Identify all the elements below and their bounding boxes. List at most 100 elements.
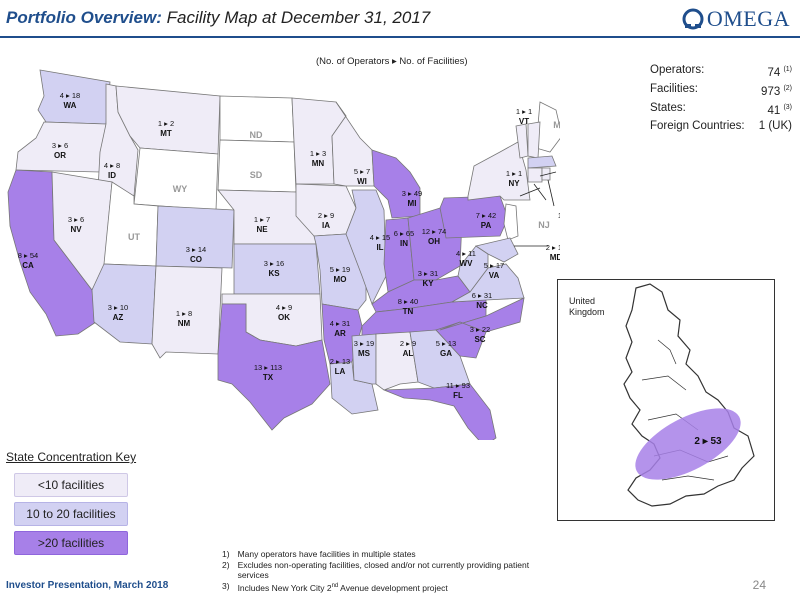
map-note: (No. of Operators ▸ No. of Facilities) xyxy=(316,56,468,67)
stat-label: Facilities: xyxy=(650,82,698,95)
leader-line xyxy=(519,187,541,197)
state-counts-vt: 1 ▸ 1 xyxy=(516,107,532,116)
state-abbr-sd: SD xyxy=(250,170,263,180)
state-abbr-nm: NM xyxy=(178,319,191,328)
portfolio-stats: Operators: 74 (1) Facilities: 973 (2) St… xyxy=(650,62,792,134)
leader-line xyxy=(539,171,557,177)
state-nj xyxy=(503,203,519,241)
state-abbr-sc: SC xyxy=(474,335,485,344)
state-ms xyxy=(351,333,377,385)
state-counts-mo: 5 ▸ 19 xyxy=(330,265,350,274)
stat-label: States: xyxy=(650,101,686,114)
state-abbr-ar: AR xyxy=(334,329,346,338)
footnote-3: 3) Includes New York City 2nd Avenue dev… xyxy=(222,580,448,593)
state-abbr-ut: UT xyxy=(128,232,140,242)
footer-label: Investor Presentation, March 2018 xyxy=(6,580,169,591)
state-pa xyxy=(439,195,509,239)
footnote-2: 2) Excludes non-operating facilities, clo… xyxy=(222,559,530,581)
state-abbr-wv: WV xyxy=(460,259,474,268)
key-low: <10 facilities xyxy=(14,473,128,497)
page-number: 24 xyxy=(752,578,766,592)
state-abbr-il: IL xyxy=(376,243,383,252)
leader-line xyxy=(547,179,555,207)
leader-line xyxy=(533,183,547,201)
state-co xyxy=(155,205,235,269)
state-counts-wa: 4 ▸ 18 xyxy=(60,91,80,100)
key-high: >20 facilities xyxy=(14,531,128,555)
state-abbr-fl: FL xyxy=(453,391,463,400)
state-abbr-nc: NC xyxy=(476,301,488,310)
state-la xyxy=(329,361,379,415)
state-abbr-co: CO xyxy=(190,255,202,264)
state-counts-id: 4 ▸ 8 xyxy=(104,161,120,170)
state-counts-la: 2 ▸ 13 xyxy=(330,357,350,366)
state-abbr-tx: TX xyxy=(263,373,274,382)
state-counts-co: 3 ▸ 14 xyxy=(186,245,206,254)
state-abbr-or: OR xyxy=(54,151,66,160)
omega-logo: OMEGA xyxy=(682,6,790,32)
state-abbr-mi: MI xyxy=(408,199,417,208)
state-counts-fl: 11 ▸ 93 xyxy=(446,381,470,390)
key-mid: 10 to 20 facilities xyxy=(14,502,128,526)
stat-row-operators: Operators: 74 (1) xyxy=(650,62,792,81)
state-abbr-ny: NY xyxy=(508,179,520,188)
state-abbr-ia: IA xyxy=(322,221,330,230)
stat-value: 74 xyxy=(767,66,781,79)
state-sd xyxy=(217,139,297,193)
uk-inset: United Kingdom 2 ▸ 53 xyxy=(557,279,775,521)
stat-row-facilities: Facilities: 973 (2) xyxy=(650,81,792,100)
state-abbr-me: ME xyxy=(553,120,560,130)
state-counts-al: 2 ▸ 9 xyxy=(400,339,416,348)
state-abbr-al: AL xyxy=(403,349,414,358)
state-abbr-az: AZ xyxy=(113,313,124,322)
state-counts-pa: 7 ▸ 42 xyxy=(476,211,496,220)
state-ny xyxy=(467,141,531,201)
state-abbr-ks: KS xyxy=(268,269,280,278)
uk-concentration xyxy=(635,408,741,480)
state-abbr-nd: ND xyxy=(250,130,263,140)
state-abbr-oh: OH xyxy=(428,237,440,246)
state-counts-mn: 1 ▸ 3 xyxy=(310,149,326,158)
state-counts-il: 4 ▸ 15 xyxy=(370,233,390,242)
header-rule xyxy=(0,36,800,38)
state-abbr-la: LA xyxy=(335,367,346,376)
state-counts-ca: 8 ▸ 54 xyxy=(18,251,38,260)
footnotes: 1) Many operators have facilities in mult… xyxy=(222,549,542,593)
state-abbr-id: ID xyxy=(108,171,116,180)
state-abbr-ca: CA xyxy=(22,261,34,270)
state-abbr-wi: WI xyxy=(357,177,367,186)
state-counts-tn: 8 ▸ 40 xyxy=(398,297,418,306)
state-abbr-in: IN xyxy=(400,239,408,248)
page-title: Portfolio Overview: Facility Map at Dece… xyxy=(6,8,430,28)
omega-emblem-icon xyxy=(682,8,704,30)
title-prefix: Portfolio Overview: xyxy=(6,8,162,27)
state-counts-ok: 4 ▸ 9 xyxy=(276,303,292,312)
state-nm xyxy=(151,265,223,359)
state-ri xyxy=(541,167,551,181)
state-counts-ga: 5 ▸ 13 xyxy=(436,339,456,348)
state-abbr-ok: OK xyxy=(278,313,290,322)
state-counts-ms: 3 ▸ 19 xyxy=(354,339,374,348)
state-counts-mi: 3 ▸ 49 xyxy=(402,189,422,198)
stat-label: Operators: xyxy=(650,64,705,76)
state-counts-mt: 1 ▸ 2 xyxy=(158,119,174,128)
state-counts-in: 6 ▸ 65 xyxy=(394,229,414,238)
state-abbr-tn: TN xyxy=(403,307,414,316)
stat-note: (3) xyxy=(783,103,792,111)
state-counts-ky: 3 ▸ 31 xyxy=(418,269,438,278)
footnote-1: 1) Many operators have facilities in mult… xyxy=(222,549,416,559)
state-abbr-ga: GA xyxy=(440,349,452,358)
state-abbr-ms: MS xyxy=(358,349,371,358)
state-counts-oh: 12 ▸ 74 xyxy=(422,227,447,236)
state-counts-ks: 3 ▸ 16 xyxy=(264,259,284,268)
stat-note: (1) xyxy=(783,66,792,73)
state-counts-nc: 6 ▸ 31 xyxy=(472,291,492,300)
state-counts-md: 2 ▸ 12 xyxy=(546,243,560,252)
logo-text: OMEGA xyxy=(706,6,790,31)
stat-value: 1 (UK) xyxy=(758,120,792,133)
state-abbr-mn: MN xyxy=(312,159,325,168)
state-counts-ar: 4 ▸ 31 xyxy=(330,319,350,328)
state-nc xyxy=(439,297,525,333)
state-nh xyxy=(527,121,541,159)
state-abbr-md: MD xyxy=(550,253,560,262)
